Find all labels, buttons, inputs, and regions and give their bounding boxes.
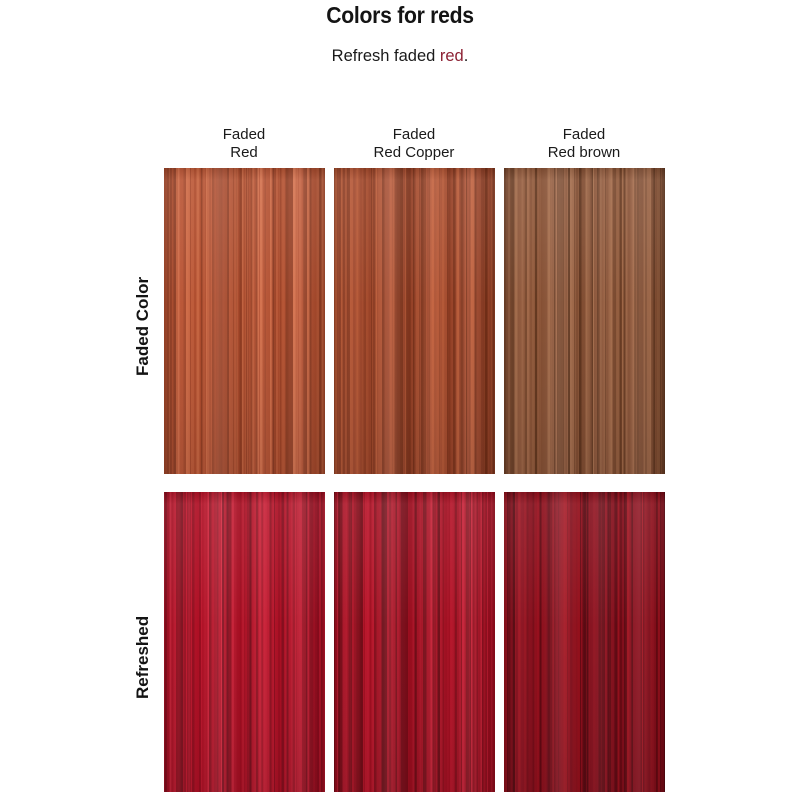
column-header-red-copper-line1: Faded xyxy=(392,126,436,143)
swatch-faded-red-copper[interactable] xyxy=(334,168,495,474)
column-header-red-line2: Red xyxy=(230,144,258,161)
column-header-red-copper-line2: Red Copper xyxy=(373,144,455,161)
subtitle-accent-red: red xyxy=(439,47,464,65)
column-header-red-brown-line2: Red brown xyxy=(547,144,621,161)
hair-strand-texture xyxy=(164,492,325,792)
hair-strand-texture xyxy=(504,492,665,792)
page-subtitle: Refresh faded red. xyxy=(0,47,800,66)
row-label-faded-color: Faded Color xyxy=(133,276,152,376)
page-title: Colors for reds xyxy=(326,2,474,28)
column-header-red-line1: Faded xyxy=(222,126,266,143)
hair-strand-texture xyxy=(334,168,495,474)
column-header-red-brown: Faded Red brown xyxy=(504,126,664,162)
subtitle-suffix: . xyxy=(463,47,469,65)
column-header-red: Faded Red xyxy=(164,126,324,162)
column-header-red-copper: Faded Red Copper xyxy=(334,126,494,162)
hair-strand-texture xyxy=(164,168,325,474)
swatch-refreshed-red[interactable] xyxy=(164,492,325,792)
swatch-refreshed-red-brown[interactable] xyxy=(504,492,665,792)
column-header-red-brown-line1: Faded xyxy=(562,126,606,143)
row-label-refreshed: Refreshed xyxy=(133,615,152,699)
swatch-faded-red[interactable] xyxy=(164,168,325,474)
swatch-faded-red-brown[interactable] xyxy=(504,168,665,474)
subtitle-prefix: Refresh faded xyxy=(331,47,440,65)
hair-strand-texture xyxy=(334,492,495,792)
swatch-refreshed-red-copper[interactable] xyxy=(334,492,495,792)
hair-strand-texture xyxy=(504,168,665,474)
